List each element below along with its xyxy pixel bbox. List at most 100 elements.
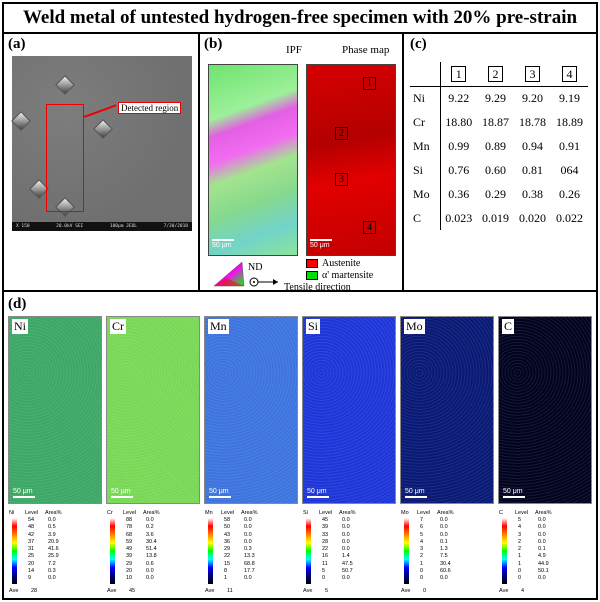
- element-label: Si: [306, 319, 321, 334]
- area-value: 0.0: [440, 575, 448, 582]
- level-row: 42 3.9: [20, 532, 100, 539]
- level-value: 88: [126, 517, 133, 523]
- level-value: 22: [224, 553, 231, 560]
- element-cell: Mo: [410, 182, 441, 206]
- level-row: 0 60.6: [412, 568, 492, 575]
- panel-a-label: (a): [8, 36, 26, 52]
- area-value: 0.0: [146, 568, 154, 575]
- eds-map-cr: Cr 50 μm: [106, 316, 200, 504]
- area-value: 25.9: [48, 553, 59, 560]
- area-value: 0.0: [538, 524, 546, 531]
- area-value: 0.1: [538, 546, 546, 553]
- legend-martensite: α' martensite: [306, 270, 373, 281]
- element-cell: Cr: [410, 110, 441, 134]
- level-value: 36: [224, 538, 231, 545]
- area-value: 68.8: [244, 560, 255, 567]
- value-cell: 9.29: [485, 90, 506, 105]
- value-cell: 18.80: [445, 114, 473, 129]
- scale-header: Area%: [45, 510, 62, 516]
- value-cell: 0.26: [559, 186, 580, 201]
- element-cell: Ni: [410, 86, 441, 110]
- area-value: 0.3: [244, 546, 252, 553]
- value-cell: 18.78: [519, 114, 546, 129]
- area-value: 13.3: [244, 553, 255, 560]
- level-row: 48 0.5: [20, 524, 100, 531]
- table-row: Cr 18.80 18.87 18.78 18.89: [410, 110, 588, 134]
- level-value: 37: [28, 538, 35, 545]
- level-row: 5 0.0: [510, 517, 590, 524]
- region-marker: 2: [335, 127, 348, 140]
- panel-d: (d) Ni 50 μm Ni Level Area% 54 0.0 48 0.5 42 3.9 37…: [4, 294, 596, 600]
- column-header: 3: [525, 65, 540, 82]
- value-cell: 0.36: [448, 186, 470, 201]
- scale-header: Level: [319, 510, 333, 516]
- level-row: 50 0.0: [216, 524, 296, 531]
- level-value: 20: [126, 568, 133, 575]
- eds-map-ni: Ni 50 μm: [8, 316, 102, 504]
- sem-image: Detected region X 150 20.0kV SEI 100μm J…: [11, 56, 192, 231]
- area-value: 0.0: [244, 517, 252, 523]
- area-value: 0.0: [48, 517, 56, 523]
- level-row: 1 4.9: [510, 553, 590, 560]
- scale-header: Mn: [205, 510, 213, 516]
- level-value: 10: [126, 575, 133, 582]
- element-label: Mn: [208, 319, 229, 334]
- column-header: 1: [451, 65, 467, 82]
- hardness-indent: [55, 75, 75, 95]
- level-row: 5 0.0: [412, 532, 492, 539]
- area-value: 0.0: [146, 575, 154, 582]
- region-marker: 3: [335, 173, 348, 186]
- level-row: 31 41.6: [20, 546, 100, 553]
- level-value: 29: [224, 546, 231, 553]
- area-value: 13.8: [146, 553, 157, 560]
- value-cell: 9.22: [448, 90, 470, 105]
- area-value: 0.6: [146, 560, 154, 567]
- ave-label: Ave: [499, 588, 509, 594]
- level-row: 1 30.4: [412, 561, 492, 568]
- level-row: 59 30.4: [118, 539, 198, 546]
- element-label: Mo: [404, 319, 425, 334]
- level-value: 6: [420, 524, 424, 531]
- panel-c-label: (c): [410, 36, 427, 52]
- level-scale: Ni Level Area% 54 0.0 48 0.5 42 3.9 37 20.9 31 41.6 2…: [8, 510, 102, 596]
- value-cell: 0.29: [485, 186, 506, 201]
- level-row: 29 0.3: [216, 546, 296, 553]
- area-value: 0.0: [538, 517, 546, 523]
- level-value: 33: [322, 531, 329, 538]
- level-value: 1: [518, 560, 522, 567]
- level-value: 58: [224, 517, 231, 523]
- area-value: 44.9: [538, 560, 549, 567]
- level-row: 22 13.3: [216, 553, 296, 560]
- level-row: 68 3.6: [118, 532, 198, 539]
- level-row: 3 0.0: [510, 532, 590, 539]
- scale-header: Level: [417, 510, 431, 516]
- area-value: 0.0: [244, 575, 252, 582]
- sem-magnification: X 150: [16, 224, 30, 229]
- area-value: 0.0: [342, 538, 350, 545]
- level-value: 0: [420, 575, 424, 582]
- scale-header: Level: [221, 510, 235, 516]
- value-cell: 0.020: [519, 210, 546, 225]
- value-cell: 0.60: [485, 162, 506, 177]
- level-row: 2 0.1: [510, 546, 590, 553]
- scale-header: Si: [303, 510, 308, 516]
- column-header: 2: [488, 65, 503, 82]
- level-row: 10 0.0: [118, 575, 198, 582]
- level-row: 78 0.2: [118, 524, 198, 531]
- area-value: 17.7: [244, 568, 255, 575]
- area-value: 7.2: [48, 560, 56, 567]
- element-cell: C: [410, 206, 441, 230]
- top-row: (a) Detected region X 150 20.0kV SEI 100…: [4, 34, 596, 293]
- legend-austenite: Austenite: [306, 258, 360, 269]
- color-scale-bar: [502, 518, 507, 584]
- level-value: 4: [420, 538, 424, 545]
- table-row: Mo 0.36 0.29 0.38 0.26: [410, 182, 588, 206]
- level-row: 7 0.0: [412, 517, 492, 524]
- area-value: 3.9: [48, 531, 56, 538]
- level-row: 16 1.4: [314, 553, 394, 560]
- area-value: 50.7: [342, 568, 353, 575]
- area-value: 3.6: [146, 531, 154, 538]
- area-value: 20.9: [48, 538, 59, 545]
- panel-c: (c) 1 2 3 4 Ni 9.22 9.29 9.20 9.19 Cr: [404, 34, 596, 292]
- eds-map-si: Si 50 μm: [302, 316, 396, 504]
